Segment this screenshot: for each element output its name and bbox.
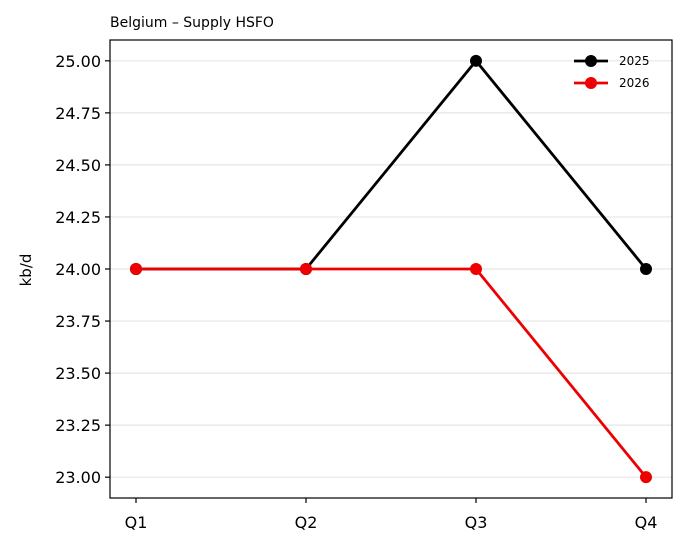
- axes: 23.00 23.25 23.50 23.75 24.00 24.25 24.50 24.75…: [55, 52, 657, 532]
- data-point-2026: [470, 263, 482, 275]
- y-tick-label: 23.25: [55, 416, 101, 435]
- series-layer: [130, 54, 652, 484]
- data-point-2025: [640, 263, 652, 275]
- legend-swatch-marker: [585, 77, 597, 89]
- y-tick-label: 23.75: [55, 312, 101, 331]
- y-tick-label: 25.00: [55, 52, 101, 71]
- x-tick-label: Q2: [295, 513, 318, 532]
- data-point-2026: [300, 263, 312, 275]
- y-tick-label: 24.75: [55, 104, 101, 123]
- y-tick-label: 23.00: [55, 468, 101, 487]
- x-tick-label: Q4: [635, 513, 658, 532]
- y-tick-label: 24.25: [55, 208, 101, 227]
- y-tick-label: 24.50: [55, 156, 101, 175]
- y-axis-label: kb/d: [17, 254, 35, 287]
- data-point-2026: [640, 471, 652, 484]
- legend-label: 2026: [619, 76, 650, 90]
- data-point-2025: [470, 54, 482, 67]
- legend-swatch-marker: [585, 55, 597, 67]
- series-line-2026: [136, 267, 648, 479]
- legend: 2025 2026: [574, 54, 650, 90]
- chart-title: Belgium – Supply HSFO: [110, 15, 274, 31]
- y-tick-label: 24.00: [55, 260, 101, 279]
- legend-label: 2025: [619, 54, 650, 68]
- y-tick-label: 23.50: [55, 364, 101, 383]
- x-tick-label: Q1: [125, 513, 148, 532]
- x-tick-label: Q3: [465, 513, 488, 532]
- data-point-2026: [130, 263, 142, 275]
